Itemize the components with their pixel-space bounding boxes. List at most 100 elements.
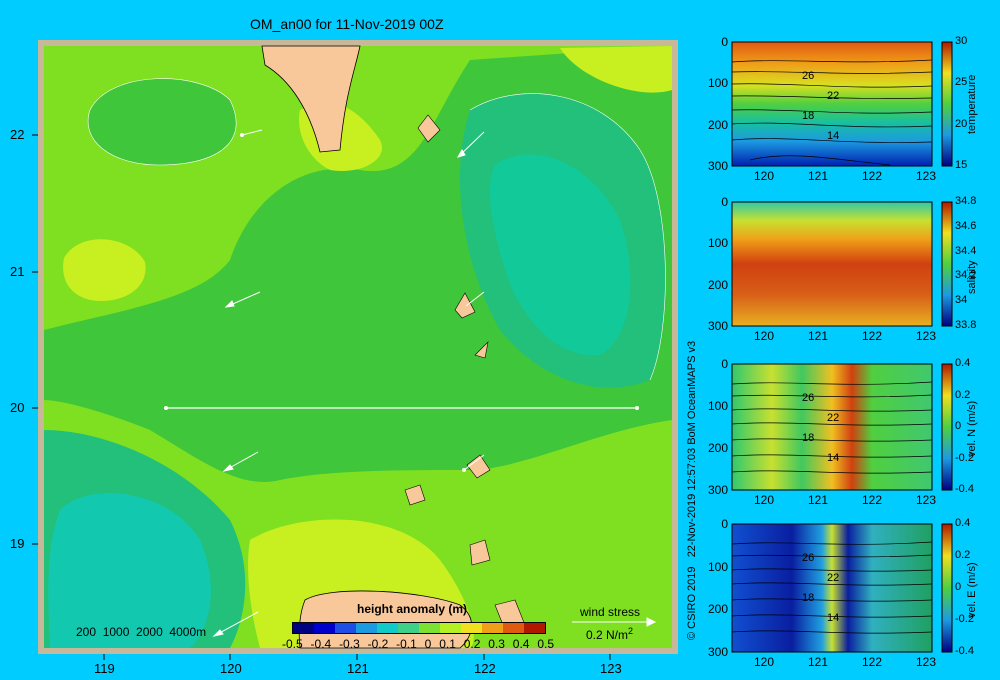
wind-stress-legend-arrow [572,617,657,627]
wind-arrows [212,129,485,637]
contour-label: 22 [827,572,840,584]
section-colorbar-tick: 34 [955,294,968,307]
section-colorbar-tick: 0.4 [955,357,971,369]
section-panels [731,41,953,653]
section-colorbar-tick: 0.2 [955,549,971,561]
colorbar-swatch-8 [461,623,482,633]
contour-label: 14 [827,612,840,624]
section-colorbar-tick: -0.4 [955,483,974,495]
contour-label: 18 [802,592,815,604]
depth-tick: 0 [721,517,728,531]
land-island-3 [474,341,489,359]
section-lon-tick: 121 [808,655,829,669]
depth-tick: 300 [707,483,728,497]
section-colorbar-tick: 34.8 [955,195,977,207]
colorbar-swatch-5 [398,623,419,633]
colorbar-swatch-10 [503,623,524,633]
height-anomaly-colorbar [292,622,546,634]
section-panel-salinity [731,201,953,327]
colorbar-tick: 0.3 [488,637,505,651]
land-island-6 [469,539,491,566]
contour-label: 18 [802,432,815,444]
colorbar-ticks: -0.5 -0.4 -0.3 -0.2 -0.1 0 0.1 0.2 0.3 0.4 0.5 [282,637,554,651]
land-island-5 [404,484,426,506]
anomaly-region-right-core [489,154,631,356]
section-lon-tick: 123 [916,655,937,669]
section-variable-label: temperature [966,74,978,134]
land-island-1 [417,114,441,143]
section-colorbar-tick: 34.6 [955,219,977,232]
colorbar-swatch-11 [524,623,545,633]
lon-tick-119: 119 [94,661,115,676]
section-lon-tick: 122 [862,493,883,507]
anomaly-region-yellow-topright [560,46,672,93]
colorbar-label: height anomaly (m) [357,602,468,616]
section-panel-temperature [731,41,953,167]
depth-tick: 200 [707,441,728,455]
section-colorbar-tick: -0.2 [955,613,974,625]
section-colorbar-tick: 34.4 [955,244,977,257]
colorbar-tick: 0 [424,637,432,651]
contour-label: 14 [827,452,840,464]
section-variable-label: vel. E (m/s) [966,562,978,618]
colorbar-tick: -0.4 [310,637,332,651]
depth-tick: 0 [721,35,728,49]
depth-tick: 300 [707,159,728,173]
colorbar-tick: 0.2 [463,637,481,651]
contour-label: 22 [827,412,840,424]
section-panel-vel-n [731,363,953,491]
section-colorbar-tick: 20 [955,117,968,130]
colorbar-swatch-1 [314,623,335,633]
depth-tick: 100 [707,236,728,251]
section-lon-tick: 122 [862,169,883,183]
colorbar-tick: 0.4 [512,637,530,651]
section-lon-tick: 123 [916,169,937,183]
colorbar-tick: -0.1 [396,637,417,651]
land-island-2 [454,292,476,319]
colorbar-swatch-0 [293,623,314,633]
contour-label: 26 [802,70,815,82]
section-panel-vel-e [731,523,953,653]
section-colorbar-tick: 0.2 [955,388,971,401]
section-lon-tick: 121 [808,169,829,183]
lon-tick-121: 121 [347,661,369,676]
section-colorbar-tick: -0.2 [955,451,974,464]
depth-tick: 200 [707,602,728,617]
section-colorbar-tick: 0 [955,581,962,593]
depth-tick: 300 [707,645,728,659]
depth-tick: 100 [707,559,728,574]
section-lon-tick: 123 [916,493,937,507]
section-lon-tick: 120 [754,493,775,507]
depth-tick: 0 [721,357,728,371]
contour-label: 22 [827,90,840,102]
section-colorbar-tick: 15 [955,159,968,171]
colorbar-swatch-7 [440,623,461,633]
section-lon-tick: 122 [862,329,883,343]
section-lon-tick: 121 [808,329,829,343]
contour-label: 18 [802,110,815,122]
section-lon-tick: 120 [754,329,775,343]
anomaly-region-yellow-left [63,239,146,301]
lat-tick-21: 21 [10,264,25,279]
lon-tick-122: 122 [474,661,496,676]
section-colorbar-tick: 25 [955,76,968,89]
depth-tick: 200 [707,117,728,132]
depth-tick: 300 [707,319,728,333]
colorbar-swatch-9 [482,623,503,633]
section-variable-label: vel. N (m/s) [966,400,978,457]
lat-tick-22: 22 [10,127,25,142]
lon-tick-123: 123 [600,661,622,676]
contour-label: 14 [827,130,840,142]
section-colorbar-tick: -0.4 [955,645,974,657]
lon-tick-120: 120 [220,661,242,676]
colorbar-swatch-6 [419,623,440,633]
contour-label: 26 [802,392,815,404]
depth-tick: 100 [707,399,728,413]
colorbar-swatch-4 [377,623,398,633]
anomaly-region-topleft [88,78,237,165]
lat-tick-20: 20 [10,400,25,415]
colorbar-swatch-2 [335,623,356,633]
section-lon-tick: 120 [754,169,775,183]
colorbar-tick: -0.3 [339,637,360,651]
colorbar-tick: -0.5 [282,637,303,651]
